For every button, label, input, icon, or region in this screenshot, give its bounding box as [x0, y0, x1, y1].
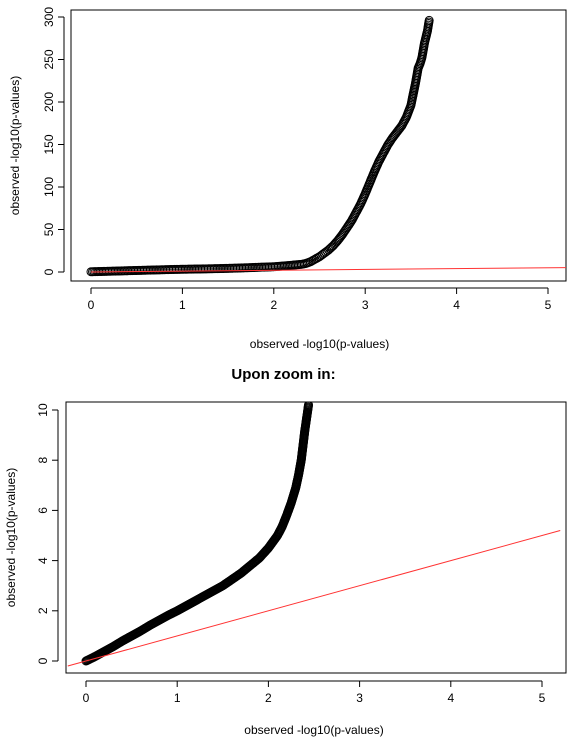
x-tick-label: 2 — [265, 691, 272, 705]
qq-plot-zoomed: 0 1 2 3 4 5 0 2 4 6 8 10 observed -log10(p-values) ob… — [4, 401, 567, 737]
reference-line — [67, 529, 561, 667]
data-point — [315, 252, 324, 262]
y-tick-label: 0 — [42, 268, 56, 275]
data-points — [81, 402, 314, 666]
y-axis: 0 50 100 150 200 250 300 — [42, 7, 65, 275]
y-tick-label: 300 — [42, 7, 56, 27]
y-tick-label: 100 — [42, 177, 56, 197]
x-tick-label: 5 — [545, 298, 552, 312]
data-point — [313, 253, 323, 263]
x-tick-label: 1 — [174, 691, 181, 705]
data-point — [304, 402, 314, 410]
x-tick-label: 5 — [539, 691, 546, 705]
y-tick-label: 250 — [42, 49, 56, 69]
data-point — [319, 248, 329, 258]
y-axis: 0 2 4 6 8 10 — [36, 403, 59, 664]
x-tick-label: 2 — [270, 298, 277, 312]
x-tick-label: 1 — [179, 298, 186, 312]
y-tick-label: 200 — [42, 92, 56, 112]
y-tick-label: 6 — [36, 507, 50, 514]
x-tick-label: 0 — [88, 298, 95, 312]
y-tick-label: 50 — [42, 223, 56, 237]
plot-frame — [70, 9, 567, 282]
zoom-caption: Upon zoom in: — [231, 366, 336, 383]
x-tick-label: 4 — [453, 298, 460, 312]
y-tick-label: 8 — [36, 457, 50, 464]
x-axis-title: observed -log10(p-values) — [244, 723, 383, 737]
y-tick-label: 150 — [42, 134, 56, 154]
data-point — [318, 249, 328, 259]
plot-frame — [65, 401, 567, 674]
x-tick-label: 4 — [447, 691, 454, 705]
y-tick-label: 2 — [36, 607, 50, 614]
y-axis-title: observed -log10(p-values) — [8, 76, 22, 215]
y-tick-label: 10 — [36, 403, 50, 417]
x-axis-title: observed -log10(p-values) — [250, 337, 389, 351]
y-tick-label: 0 — [36, 657, 50, 664]
data-point — [326, 243, 336, 253]
data-points — [86, 15, 434, 277]
x-axis: 0 1 2 3 4 5 — [88, 287, 552, 312]
y-tick-label: 4 — [36, 557, 50, 564]
x-tick-label: 3 — [356, 691, 363, 705]
data-point — [316, 251, 326, 261]
data-point — [424, 15, 434, 25]
reference-line — [90, 267, 566, 273]
x-axis: 0 1 2 3 4 5 — [83, 680, 546, 705]
x-tick-label: 0 — [83, 691, 90, 705]
x-tick-label: 3 — [362, 298, 369, 312]
y-axis-title: observed -log10(p-values) — [4, 468, 18, 607]
